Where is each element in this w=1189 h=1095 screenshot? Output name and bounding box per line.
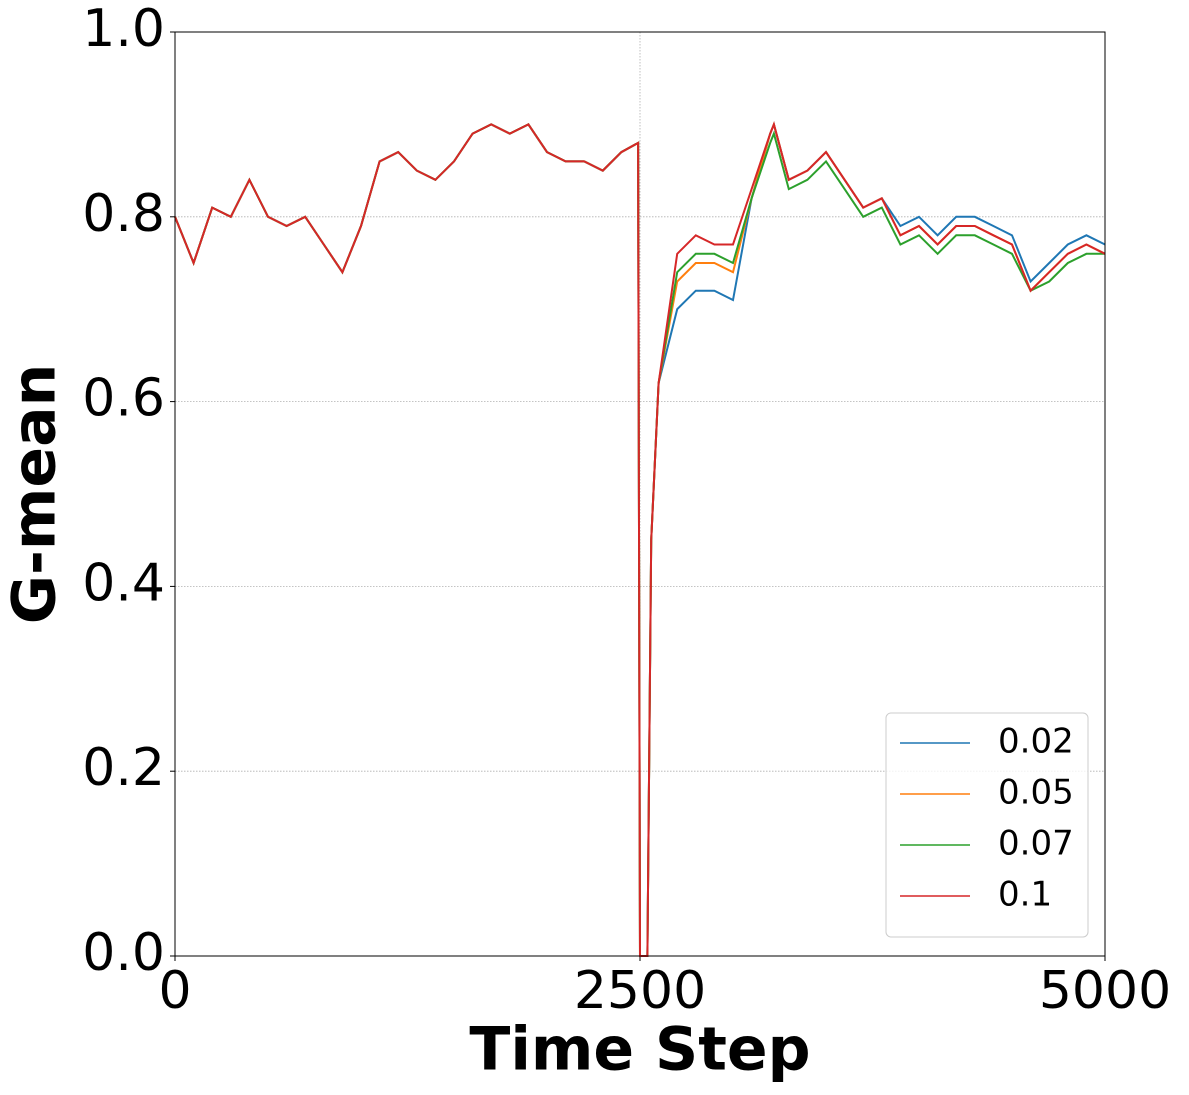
legend-label: 0.1 bbox=[998, 875, 1052, 915]
legend-label: 0.05 bbox=[998, 773, 1074, 813]
y-tick-label: 0.4 bbox=[82, 553, 165, 613]
legend-label: 0.07 bbox=[998, 824, 1074, 864]
plot-frame bbox=[174, 31, 1106, 957]
legend-label: 0.02 bbox=[998, 722, 1074, 762]
y-tick-label: 0.6 bbox=[82, 369, 165, 429]
y-axis-label: G-mean bbox=[0, 364, 70, 625]
y-tick-label: 0.8 bbox=[82, 184, 165, 244]
y-tick-label: 0.2 bbox=[82, 738, 165, 798]
y-tick-label: 0.0 bbox=[82, 923, 165, 983]
legend-box bbox=[885, 712, 1089, 938]
y-tick-label: 1.0 bbox=[82, 0, 165, 59]
legend: 0.02 0.05 0.07 0.1 bbox=[885, 712, 1089, 938]
x-tick-label: 2500 bbox=[574, 961, 706, 1021]
x-axis-label: Time Step bbox=[469, 1015, 810, 1085]
x-tick-label: 0 bbox=[158, 961, 191, 1021]
x-tick-label: 5000 bbox=[1039, 961, 1171, 1021]
